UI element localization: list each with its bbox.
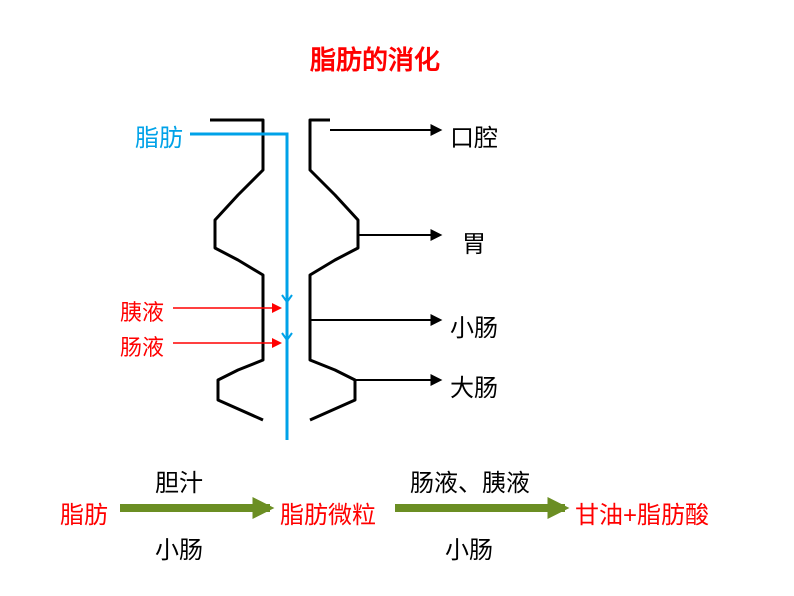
label-mouth: 口腔 — [450, 118, 498, 153]
label-stomach: 胃 — [462, 224, 486, 259]
diagram-stage: 脂肪的消化 口腔 胃 小肠 大肠 脂肪 胰液 肠液 脂肪 脂肪微粒 甘油+脂肪酸… — [0, 0, 794, 596]
label-pancreatic-juice: 胰液 — [120, 295, 164, 327]
reaction-products: 甘油+脂肪酸 — [575, 495, 709, 530]
reaction-small-2: 小肠 — [445, 530, 493, 565]
label-intestinal-juice: 肠液 — [120, 330, 164, 362]
label-large-intestine: 大肠 — [450, 368, 498, 403]
reaction-juices: 肠液、胰液 — [410, 463, 530, 498]
label-small-intestine: 小肠 — [450, 308, 498, 343]
reaction-fat: 脂肪 — [60, 495, 108, 530]
reaction-small-1: 小肠 — [155, 530, 203, 565]
label-fat-input: 脂肪 — [135, 118, 183, 153]
reaction-fat-micro: 脂肪微粒 — [280, 495, 376, 530]
reaction-bile: 胆汁 — [155, 463, 203, 498]
diagram-title: 脂肪的消化 — [310, 40, 440, 77]
